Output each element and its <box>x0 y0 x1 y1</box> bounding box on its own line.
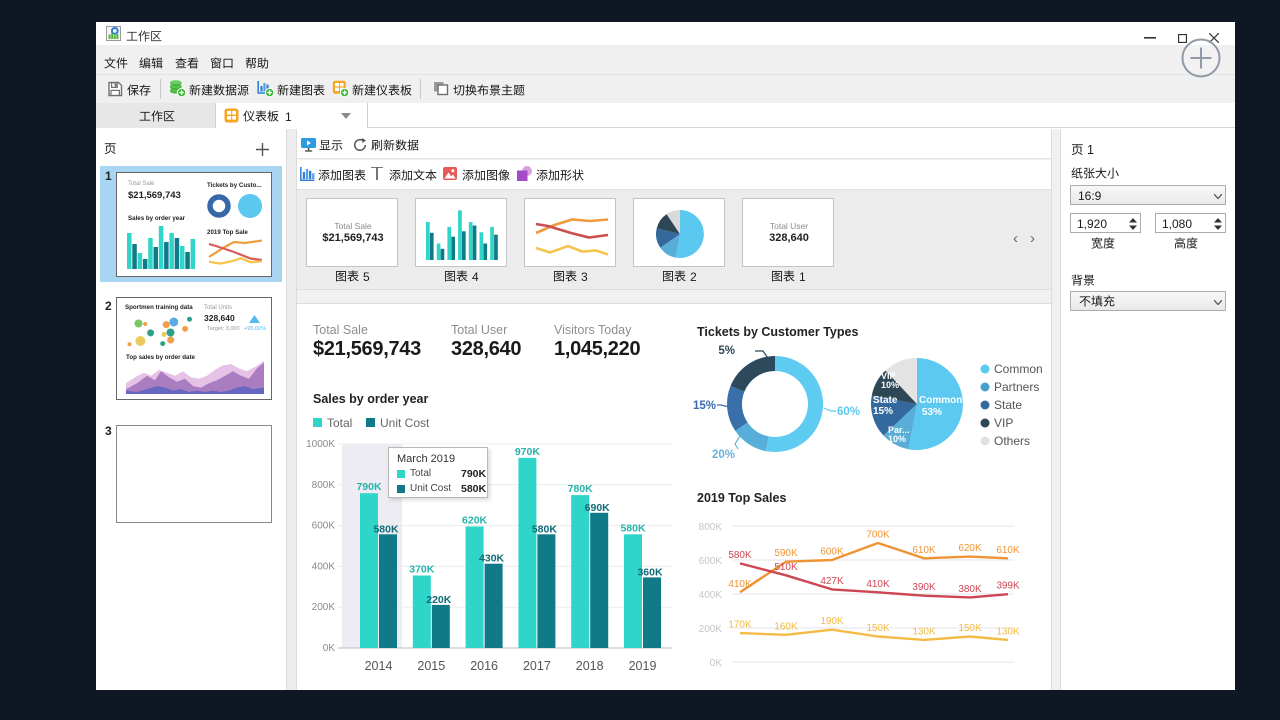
svg-text:20%: 20% <box>712 449 735 461</box>
svg-text:0K: 0K <box>710 658 723 669</box>
svg-text:390K: 390K <box>912 582 936 593</box>
svg-text:370K: 370K <box>409 564 435 576</box>
svg-text:Others: Others <box>994 434 1030 448</box>
svg-text:53%: 53% <box>922 407 942 418</box>
svg-text:VIP: VIP <box>881 371 896 381</box>
svg-text:2018: 2018 <box>576 659 604 673</box>
svg-text:380K: 380K <box>958 584 982 595</box>
svg-text:150K: 150K <box>866 623 890 634</box>
svg-text:130K: 130K <box>912 626 936 637</box>
svg-text:2017: 2017 <box>523 659 551 673</box>
svg-text:130K: 130K <box>996 626 1020 637</box>
svg-text:State: State <box>994 398 1022 412</box>
svg-text:2019: 2019 <box>629 659 657 673</box>
svg-text:790K: 790K <box>356 481 382 493</box>
svg-text:2016: 2016 <box>470 659 498 673</box>
svg-text:399K: 399K <box>996 581 1020 592</box>
svg-text:600K: 600K <box>312 521 336 532</box>
svg-text:400K: 400K <box>312 561 336 572</box>
svg-text:580K: 580K <box>373 523 399 535</box>
svg-text:Common: Common <box>994 362 1043 376</box>
svg-text:590K: 590K <box>774 548 798 559</box>
svg-text:220K: 220K <box>426 594 452 606</box>
svg-text:15%: 15% <box>873 406 893 417</box>
svg-text:580K: 580K <box>620 522 646 534</box>
svg-text:5%: 5% <box>718 345 735 357</box>
svg-text:160K: 160K <box>774 621 798 632</box>
svg-text:610K: 610K <box>912 545 936 556</box>
svg-text:427K: 427K <box>820 576 844 587</box>
svg-text:410K: 410K <box>728 579 752 590</box>
svg-text:780K: 780K <box>568 483 594 495</box>
svg-text:620K: 620K <box>462 515 488 527</box>
svg-text:State: State <box>873 395 898 406</box>
svg-text:610K: 610K <box>996 545 1020 556</box>
svg-text:700K: 700K <box>866 530 890 541</box>
svg-text:15%: 15% <box>693 400 716 412</box>
svg-text:430K: 430K <box>479 553 505 565</box>
svg-text:580K: 580K <box>532 523 558 535</box>
svg-text:800K: 800K <box>699 522 723 533</box>
svg-text:Partners: Partners <box>994 380 1039 394</box>
svg-text:190K: 190K <box>820 616 844 627</box>
svg-text:200K: 200K <box>312 602 336 613</box>
svg-text:10%: 10% <box>881 380 899 390</box>
svg-text:410K: 410K <box>866 579 890 590</box>
svg-text:600K: 600K <box>820 547 844 558</box>
svg-text:620K: 620K <box>958 543 982 554</box>
svg-text:360K: 360K <box>637 566 663 578</box>
svg-text:Common: Common <box>919 395 962 406</box>
svg-text:970K: 970K <box>515 446 541 458</box>
svg-text:1000K: 1000K <box>306 439 335 450</box>
svg-text:10%: 10% <box>888 434 906 444</box>
svg-text:510K: 510K <box>774 562 798 573</box>
svg-text:800K: 800K <box>312 480 336 491</box>
svg-text:60%: 60% <box>837 406 860 418</box>
svg-text:690K: 690K <box>585 502 611 514</box>
svg-text:400K: 400K <box>699 590 723 601</box>
svg-text:2014: 2014 <box>365 659 393 673</box>
svg-text:2015: 2015 <box>417 659 445 673</box>
svg-text:600K: 600K <box>699 556 723 567</box>
svg-text:150K: 150K <box>958 623 982 634</box>
svg-text:VIP: VIP <box>994 416 1013 430</box>
svg-text:580K: 580K <box>728 550 752 561</box>
svg-text:170K: 170K <box>728 620 752 631</box>
svg-text:200K: 200K <box>699 624 723 635</box>
svg-text:0K: 0K <box>323 643 336 654</box>
svg-text:Par...: Par... <box>888 425 910 435</box>
